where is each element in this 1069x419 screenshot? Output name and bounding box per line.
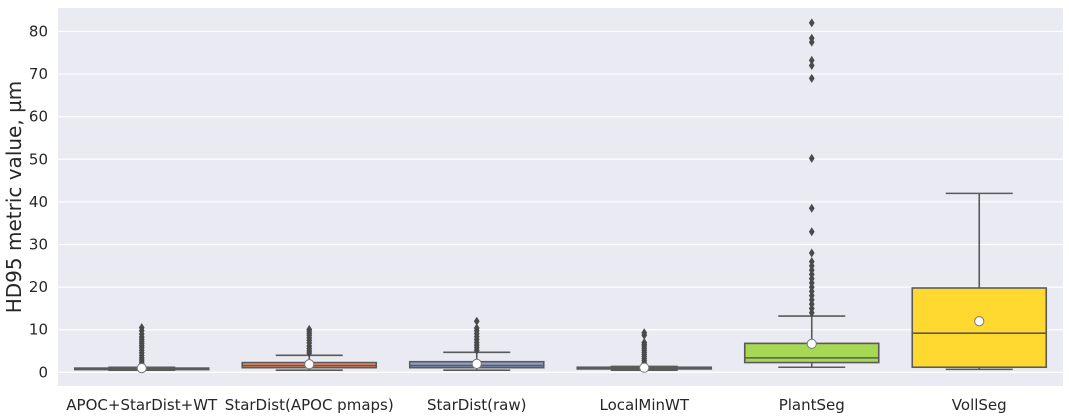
box-0: [73, 323, 210, 374]
box-4: [743, 18, 880, 369]
outlier-point: [808, 227, 815, 237]
outlier-point: [808, 248, 815, 258]
outlier-point: [473, 316, 480, 326]
y-tick-label: 60: [29, 108, 48, 126]
outlier-point: [808, 73, 815, 83]
y-tick-label: 20: [29, 278, 48, 296]
box-3: [576, 328, 713, 373]
outlier-point: [808, 257, 815, 267]
box-2: [408, 316, 545, 372]
y-tick-label: 50: [29, 150, 48, 168]
outlier-point: [138, 323, 145, 333]
outlier-point: [641, 328, 648, 338]
outlier-point: [808, 61, 815, 71]
y-tick-label: 40: [29, 193, 48, 211]
boxes: [73, 18, 1048, 374]
box-1: [241, 324, 378, 372]
plot-area: [58, 8, 1063, 386]
x-tick-label: VollSeg: [952, 396, 1007, 414]
x-tick-label: LocalMinWT: [600, 396, 690, 414]
y-axis-ticks: 0 10 20 30 40 50 60 70 80: [29, 22, 48, 381]
mean-marker: [974, 316, 985, 327]
mean-marker: [304, 359, 315, 370]
outlier-point: [808, 18, 815, 28]
y-tick-label: 10: [29, 321, 48, 339]
y-tick-label: 80: [29, 22, 48, 40]
outlier-point: [473, 323, 480, 333]
x-tick-label: StarDist(APOC pmaps): [225, 396, 394, 414]
y-axis-label: HD95 metric value, µm: [2, 81, 26, 314]
outlier-point: [306, 324, 313, 334]
mean-marker: [136, 363, 147, 374]
x-axis-ticks: APOC+StarDist+WT StarDist(APOC pmaps) Star…: [66, 396, 1006, 414]
outlier-point: [808, 203, 815, 213]
y-tick-label: 30: [29, 236, 48, 254]
outlier-point: [808, 55, 815, 65]
x-tick-label: PlantSeg: [779, 396, 845, 414]
x-tick-label: StarDist(raw): [427, 396, 527, 414]
mean-marker: [471, 358, 482, 369]
mean-marker: [806, 338, 817, 349]
y-grid: [58, 30, 1063, 373]
y-tick-label: 0: [38, 363, 48, 381]
outlier-point: [808, 153, 815, 163]
box-5: [911, 192, 1048, 371]
x-tick-label: APOC+StarDist+WT: [66, 396, 218, 414]
y-tick-label: 70: [29, 65, 48, 83]
outlier-point: [641, 338, 648, 348]
box-iqr: [911, 287, 1048, 369]
mean-marker: [639, 362, 650, 373]
outlier-point: [808, 33, 815, 43]
